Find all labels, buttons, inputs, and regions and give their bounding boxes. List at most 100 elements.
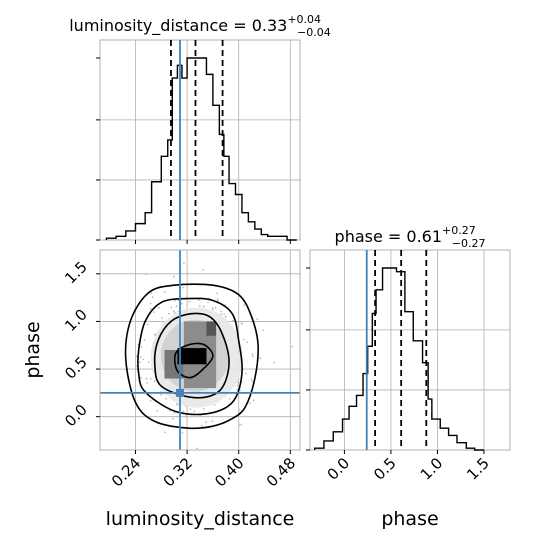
x-tick-label: 0.0 [324, 454, 354, 484]
sample-point [145, 273, 148, 276]
sample-point [211, 307, 214, 310]
histogram-line [313, 267, 484, 451]
sample-point [156, 409, 159, 412]
sample-point [164, 431, 166, 434]
sample-point [236, 388, 238, 391]
axes-frame [99, 39, 301, 241]
sample-point [199, 415, 202, 417]
density-contour [153, 312, 230, 399]
sample-point [216, 292, 219, 295]
sample-point [175, 415, 178, 418]
sample-point [214, 306, 217, 309]
sample-point [202, 407, 205, 410]
sample-point [223, 313, 226, 316]
sample-point [185, 416, 188, 419]
sample-point [158, 307, 160, 309]
sample-point [170, 306, 173, 309]
sample-point [246, 341, 249, 343]
sample-point [238, 408, 241, 411]
sample-point [242, 338, 245, 341]
axes-frame-top [99, 249, 301, 451]
sample-point [251, 353, 254, 356]
sample-point [220, 313, 223, 316]
sample-point [291, 345, 294, 348]
sample-point [205, 421, 208, 424]
sample-point [146, 381, 148, 384]
sample-point [182, 286, 185, 289]
sample-point [238, 424, 241, 427]
sample-point [177, 403, 179, 406]
sample-point [150, 292, 153, 294]
sample-point [150, 377, 152, 380]
sample-point [173, 311, 176, 314]
sample-point [201, 425, 203, 427]
sample-point [165, 397, 168, 400]
sample-point [153, 380, 156, 382]
sample-point [197, 299, 200, 301]
sample-point [273, 361, 275, 364]
sample-point [149, 307, 152, 310]
xlabel-luminosity-distance: luminosity_distance [106, 508, 295, 530]
sample-point [146, 323, 149, 326]
sample-point [139, 361, 141, 363]
sample-point [161, 317, 164, 319]
sample-point [182, 410, 185, 413]
sample-point [149, 399, 152, 402]
sample-point [168, 312, 170, 315]
sample-point [245, 372, 248, 375]
sample-point [250, 378, 253, 381]
sample-point [149, 302, 152, 305]
truth-marker [176, 388, 184, 397]
sample-point [189, 408, 192, 411]
sample-point [243, 304, 246, 306]
sample-point [175, 305, 178, 308]
sample-point [183, 262, 185, 264]
y-tick-label: 0.5 [61, 353, 91, 383]
sample-point [256, 318, 259, 321]
density-contour [137, 297, 243, 416]
sample-point [163, 291, 166, 293]
density-cell [177, 348, 207, 365]
axes-frame [309, 249, 511, 451]
sample-point [236, 384, 239, 387]
joint-density-panel: 0.24 0.32 0.40 0.48 0.0 0.5 1.0 1.5 [61, 249, 301, 490]
density-contour [173, 342, 214, 379]
sample-point [216, 298, 219, 300]
sample-point [173, 411, 176, 414]
sample-point [173, 275, 175, 278]
density-cell [206, 321, 217, 336]
hist-phase-panel: 0.0 0.5 1.0 1.5 [306, 249, 511, 484]
xlabel-phase: phase [381, 508, 438, 530]
sample-point [259, 357, 262, 360]
sample-point [198, 305, 201, 307]
hist-luminosity-distance-panel [96, 39, 301, 244]
ylabel-phase: phase [22, 321, 44, 378]
sample-point [193, 410, 196, 413]
sample-point [142, 358, 145, 361]
density-contour [124, 283, 259, 430]
sample-point [262, 329, 265, 332]
sample-point [213, 404, 216, 406]
sample-point [135, 365, 138, 368]
x-tick-label: 0.5 [370, 454, 400, 484]
sample-point [252, 399, 255, 402]
sample-point [207, 301, 209, 304]
sample-point [232, 319, 235, 322]
sample-point [160, 393, 163, 396]
sample-point [188, 300, 191, 303]
sample-point [196, 447, 198, 450]
x-tick-label: 0.48 [263, 454, 299, 490]
sample-point [139, 356, 142, 359]
sample-point [251, 380, 254, 383]
sample-point [173, 299, 176, 302]
title-luminosity-distance: luminosity_distance = 0.33+0.04 −0.04 [69, 13, 331, 39]
sample-point [151, 296, 154, 298]
sample-point [153, 311, 155, 313]
sample-point [202, 305, 205, 308]
sample-point [143, 339, 146, 342]
sample-point [177, 299, 180, 302]
sample-point [202, 268, 205, 271]
sample-point [211, 420, 214, 423]
sample-point [198, 415, 200, 418]
sample-point [236, 381, 239, 384]
